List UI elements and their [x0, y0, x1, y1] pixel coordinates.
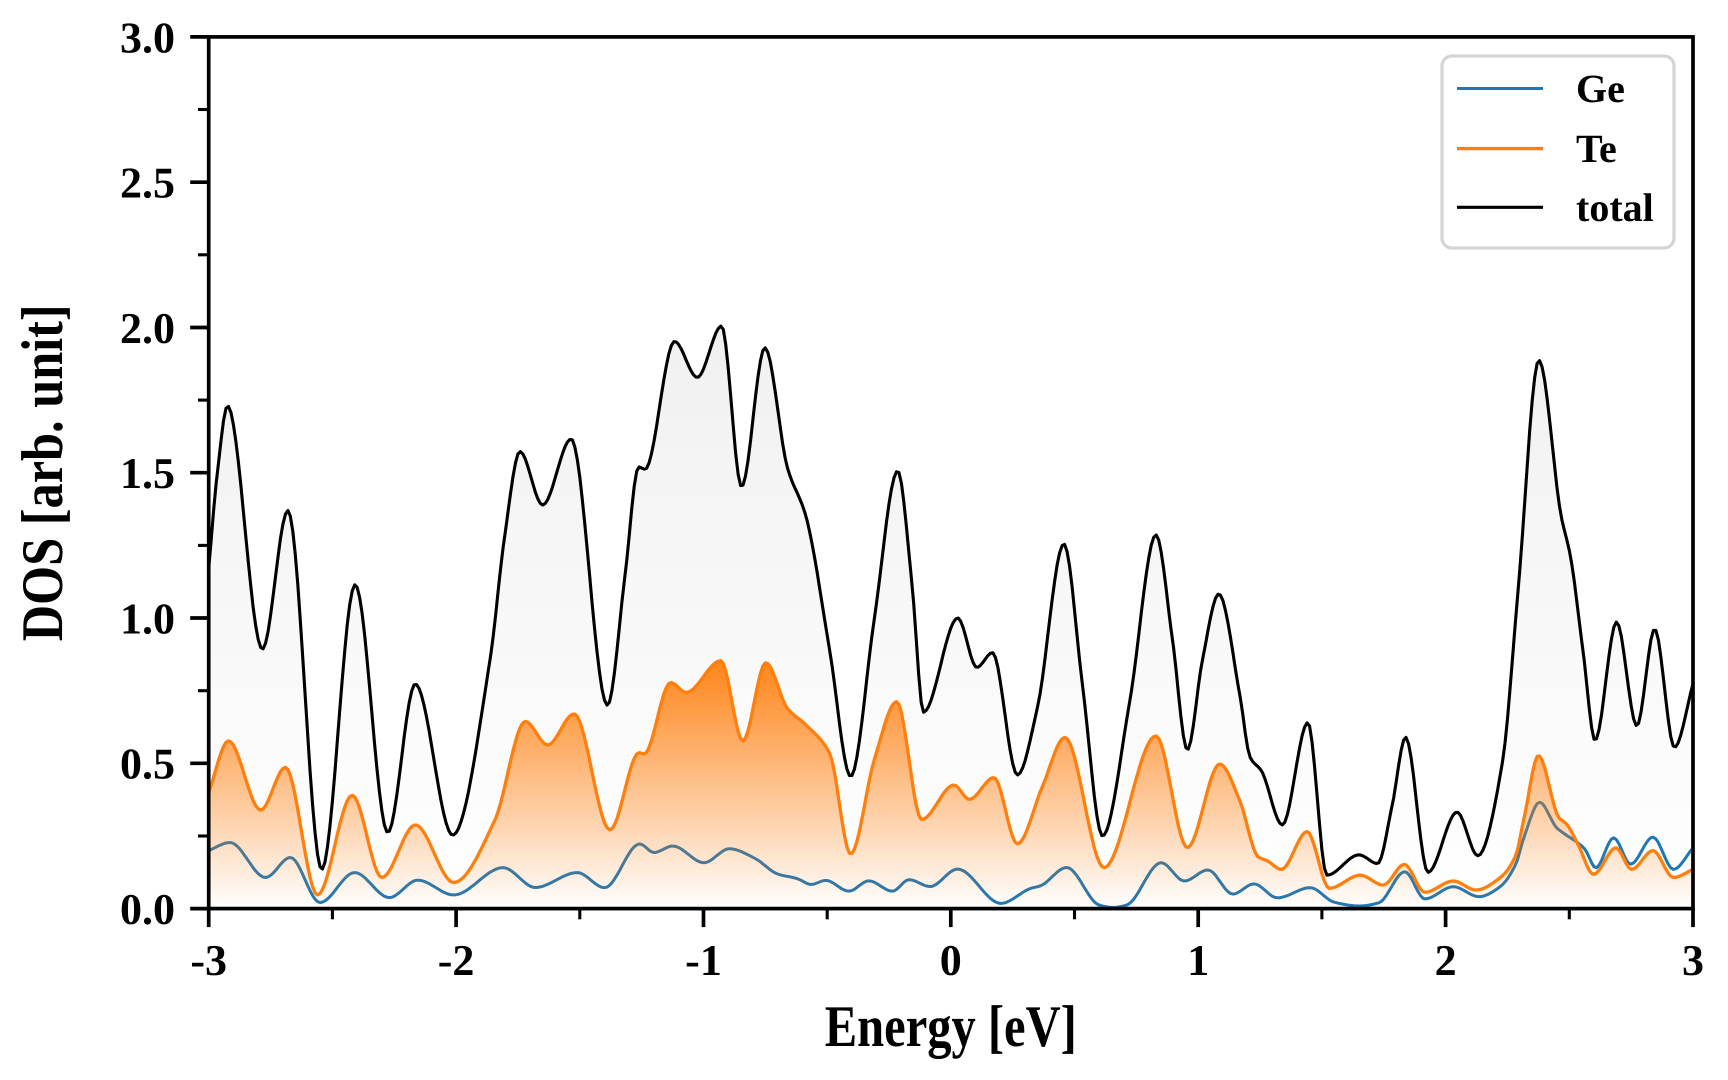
svg-text:2: 2 [1435, 936, 1457, 985]
svg-text:Ge: Ge [1576, 66, 1625, 111]
svg-text:Te: Te [1576, 126, 1617, 171]
svg-text:-1: -1 [685, 936, 722, 985]
svg-text:1.5: 1.5 [120, 449, 175, 498]
svg-text:3.0: 3.0 [120, 13, 175, 62]
svg-text:Energy [eV]: Energy [eV] [825, 993, 1077, 1060]
svg-text:DOS [arb. unit]: DOS [arb. unit] [9, 304, 75, 641]
svg-text:1: 1 [1187, 936, 1209, 985]
svg-text:0.5: 0.5 [120, 740, 175, 789]
svg-text:2.5: 2.5 [120, 159, 175, 208]
svg-text:-3: -3 [190, 936, 227, 985]
svg-text:total: total [1576, 185, 1654, 230]
svg-text:0: 0 [940, 936, 962, 985]
svg-text:3: 3 [1682, 936, 1704, 985]
svg-text:0.0: 0.0 [120, 885, 175, 934]
svg-text:-2: -2 [438, 936, 475, 985]
svg-text:1.0: 1.0 [120, 594, 175, 643]
svg-text:2.0: 2.0 [120, 304, 175, 353]
